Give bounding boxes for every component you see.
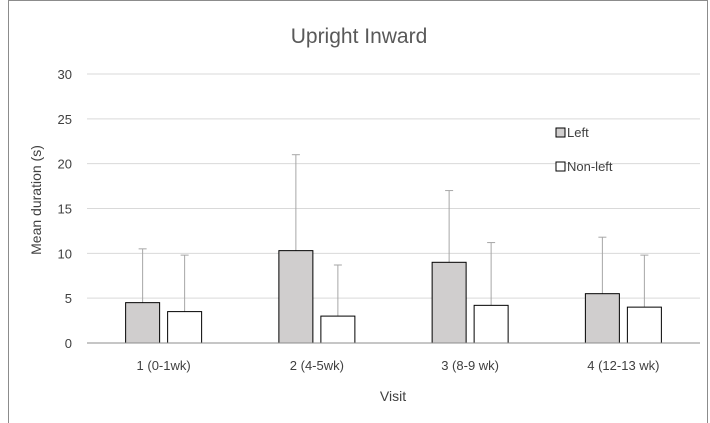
legend-label: Non-left (567, 159, 613, 174)
y-axis-ticks: 0 5 10 15 20 25 30 (58, 67, 72, 351)
x-axis-label: Visit (380, 388, 406, 404)
bar-non-left (473, 304, 509, 344)
bars (125, 154, 662, 344)
x-tick-label: 1 (0-1wk) (137, 358, 191, 373)
legend-swatch (555, 161, 566, 172)
y-tick-label: 0 (65, 336, 72, 351)
bar-non-left (167, 311, 203, 344)
y-tick-label: 15 (58, 202, 72, 217)
bar-left (278, 250, 314, 344)
y-tick-label: 30 (58, 67, 72, 82)
y-axis-label: Mean duration (s) (28, 145, 44, 255)
legend: Left Non-left (555, 125, 613, 174)
bar-left (431, 261, 467, 344)
chart-title: Upright Inward (291, 25, 428, 48)
y-tick-label: 25 (58, 112, 72, 127)
bar-non-left (626, 306, 662, 344)
chart-frame (8, 0, 708, 423)
legend-swatch (555, 127, 566, 138)
bar-non-left (320, 315, 356, 344)
y-tick-label: 5 (65, 291, 72, 306)
x-tick-label: 4 (12-13 wk) (587, 358, 659, 373)
x-tick-label: 2 (4-5wk) (290, 358, 344, 373)
legend-label: Left (567, 125, 589, 140)
y-tick-label: 10 (58, 246, 72, 261)
y-tick-label: 20 (58, 157, 72, 172)
x-axis-ticks: 1 (0-1wk) 2 (4-5wk) 3 (8-9 wk) 4 (12-13 wk) (137, 358, 660, 373)
x-tick-label: 3 (8-9 wk) (441, 358, 499, 373)
gridlines (87, 73, 700, 299)
bar-left (125, 302, 161, 344)
bar-left (584, 293, 620, 344)
chart-frame-top (8, 0, 708, 1)
